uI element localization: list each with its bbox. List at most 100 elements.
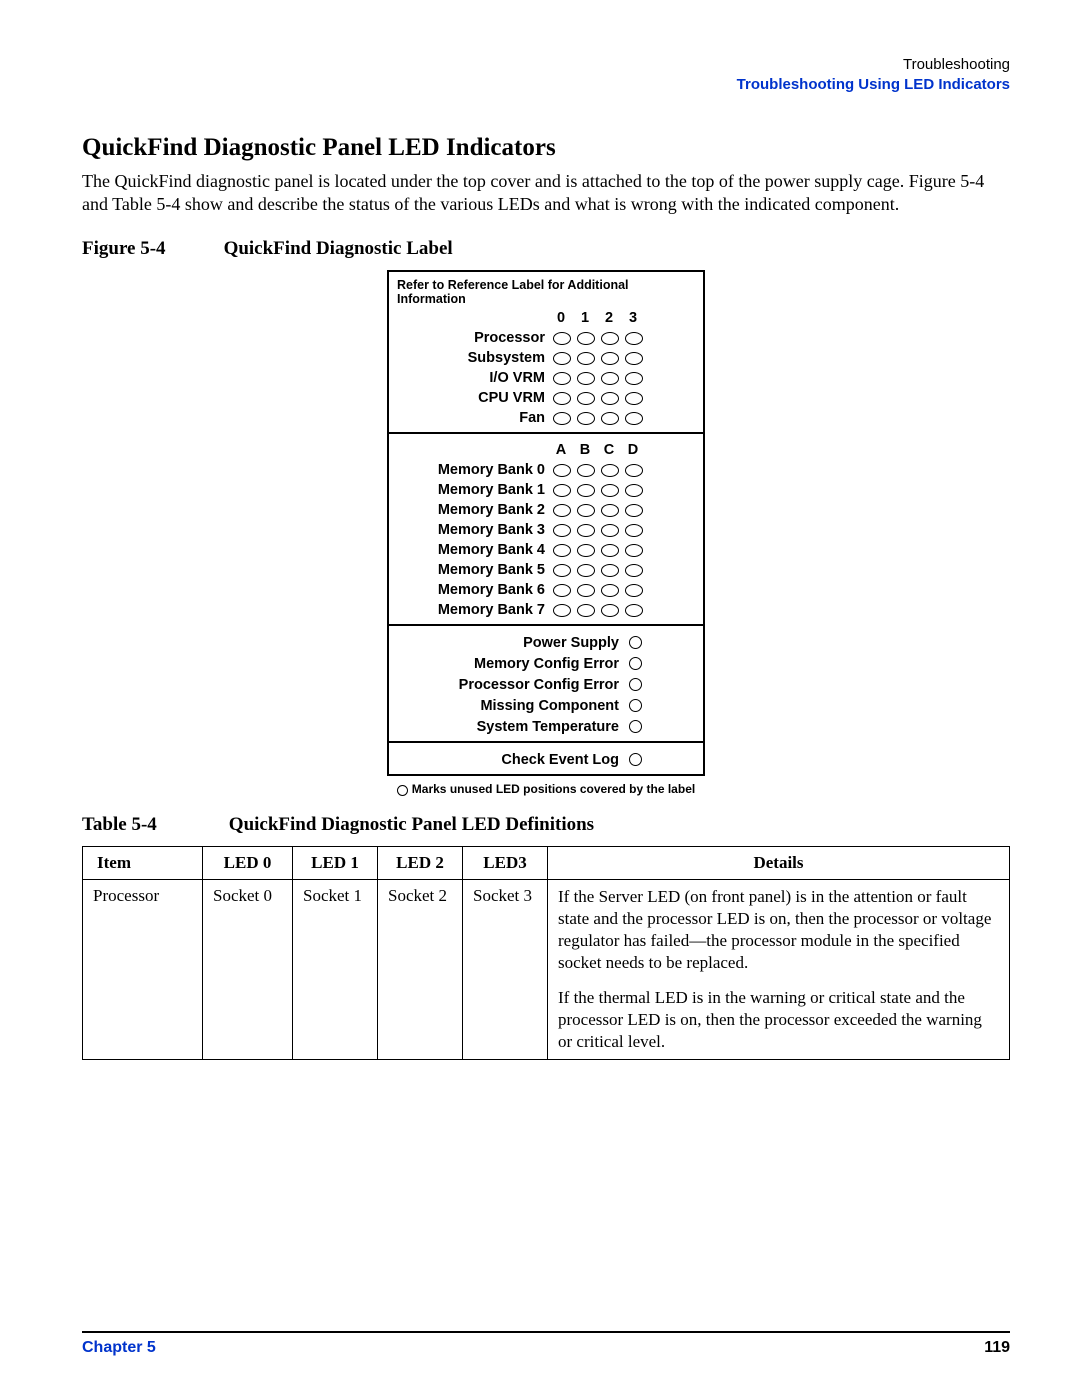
diag-row-label: Memory Bank 5 [397,562,553,578]
led-indicator-icon [629,636,642,649]
diag-note: Refer to Reference Label for Additional … [397,278,695,307]
col-header: 1 [577,310,593,326]
definitions-table: Item LED 0 LED 1 LED 2 LED3 Details Proc… [82,846,1010,1059]
led-indicator-icon [553,604,571,617]
footer-page-number: 119 [984,1339,1010,1357]
led-indicator-icon [577,464,595,477]
diag-row-label: Check Event Log [397,752,629,768]
led-indicator-icon [577,392,595,405]
led-indicator-icon [629,657,642,670]
diag-row: Memory Bank 4 [397,540,695,560]
led-indicator-icon [629,720,642,733]
cell-led1: Socket 1 [293,880,378,1059]
led-indicator-icon [601,392,619,405]
table-label: Table 5-4 [82,814,157,835]
diag-row-label: Memory Bank 4 [397,542,553,558]
diag-row: Subsystem [397,348,695,368]
led-indicator-icon [601,352,619,365]
table-row: Processor Socket 0 Socket 1 Socket 2 Soc… [83,880,1010,1059]
led-indicator-icon [553,332,571,345]
th-led2: LED 2 [378,847,463,880]
led-indicator-icon [625,464,643,477]
diagnostic-label-diagram: Refer to Reference Label for Additional … [387,270,705,777]
led-indicator-icon [553,352,571,365]
col-header: 2 [601,310,617,326]
diag-row-label: Memory Config Error [397,656,629,672]
table-caption: Table 5-4 QuickFind Diagnostic Panel LED … [82,814,1010,836]
led-indicator-icon [553,412,571,425]
led-indicator-icon [553,392,571,405]
th-led1: LED 1 [293,847,378,880]
led-indicator-icon [553,524,571,537]
diag-row-label: I/O VRM [397,370,553,386]
led-indicator-icon [601,544,619,557]
diag-section-3: Power Supply Memory Config Error Processor… [389,626,703,743]
diag-row: Memory Bank 2 [397,500,695,520]
led-indicator-icon [625,524,643,537]
th-led0: LED 0 [203,847,293,880]
led-indicator-icon [577,544,595,557]
body-text: The QuickFind diagnostic panel is locate… [82,170,1010,216]
diag-row-label: Power Supply [397,635,629,651]
col-header: C [601,442,617,458]
diag-led-group [553,390,641,406]
led-indicator-icon [625,564,643,577]
diag-led-group [553,522,641,538]
led-indicator-icon [601,504,619,517]
led-indicator-icon [553,544,571,557]
col-header: 0 [553,310,569,326]
diag-row-label: Processor Config Error [397,677,629,693]
diag-row-label: Memory Bank 1 [397,482,553,498]
led-indicator-icon [601,412,619,425]
header-section: Troubleshooting [82,55,1010,75]
diag-row-label: Memory Bank 2 [397,502,553,518]
led-indicator-icon [553,464,571,477]
cell-details: If the Server LED (on front panel) is in… [548,880,1010,1059]
led-indicator-icon [553,484,571,497]
led-indicator-icon [577,524,595,537]
led-indicator-icon [625,604,643,617]
led-indicator-icon [577,604,595,617]
diag-row: Power Supply [397,632,695,653]
diag-row-label: Missing Component [397,698,629,714]
cell-led0: Socket 0 [203,880,293,1059]
diag-section-1: Refer to Reference Label for Additional … [389,272,703,435]
th-item: Item [83,847,203,880]
diag-section-4: Check Event Log [389,743,703,774]
diag-row: Memory Config Error [397,653,695,674]
led-indicator-icon [601,372,619,385]
led-indicator-icon [625,352,643,365]
diag-led-group [553,410,641,426]
diag-led-group [553,462,641,478]
diag-led-group [553,502,641,518]
diag-row-label: Fan [397,410,553,426]
col-header: B [577,442,593,458]
led-indicator-icon [629,699,642,712]
led-indicator-icon [577,584,595,597]
diag-row-label: Subsystem [397,350,553,366]
diag-row: Missing Component [397,695,695,716]
diag-header-alpha: A B C D [397,440,695,460]
led-indicator-icon [577,332,595,345]
led-indicator-icon [577,564,595,577]
led-indicator-icon [625,392,643,405]
diag-header-numeric: 0 1 2 3 [397,308,695,328]
diag-section-2: A B C D Memory Bank 0 Memory Bank 1 Memory… [389,434,703,626]
col-header: 3 [625,310,641,326]
led-indicator-icon [553,584,571,597]
diag-row: Memory Bank 0 [397,460,695,480]
figure-caption: Figure 5-4QuickFind Diagnostic Label [82,238,1010,260]
page-footer: Chapter 5 119 [82,1331,1010,1357]
diag-row: CPU VRM [397,388,695,408]
col-header: A [553,442,569,458]
led-indicator-icon [553,564,571,577]
led-indicator-icon [553,504,571,517]
led-indicator-icon [577,372,595,385]
table-title: QuickFind Diagnostic Panel LED Definitio… [229,814,594,835]
led-indicator-icon [629,753,642,766]
th-led3: LED3 [463,847,548,880]
header-subsection: Troubleshooting Using LED Indicators [82,75,1010,95]
diag-row: Check Event Log [397,749,695,770]
diag-row: Memory Bank 3 [397,520,695,540]
diag-row-label: Memory Bank 7 [397,602,553,618]
